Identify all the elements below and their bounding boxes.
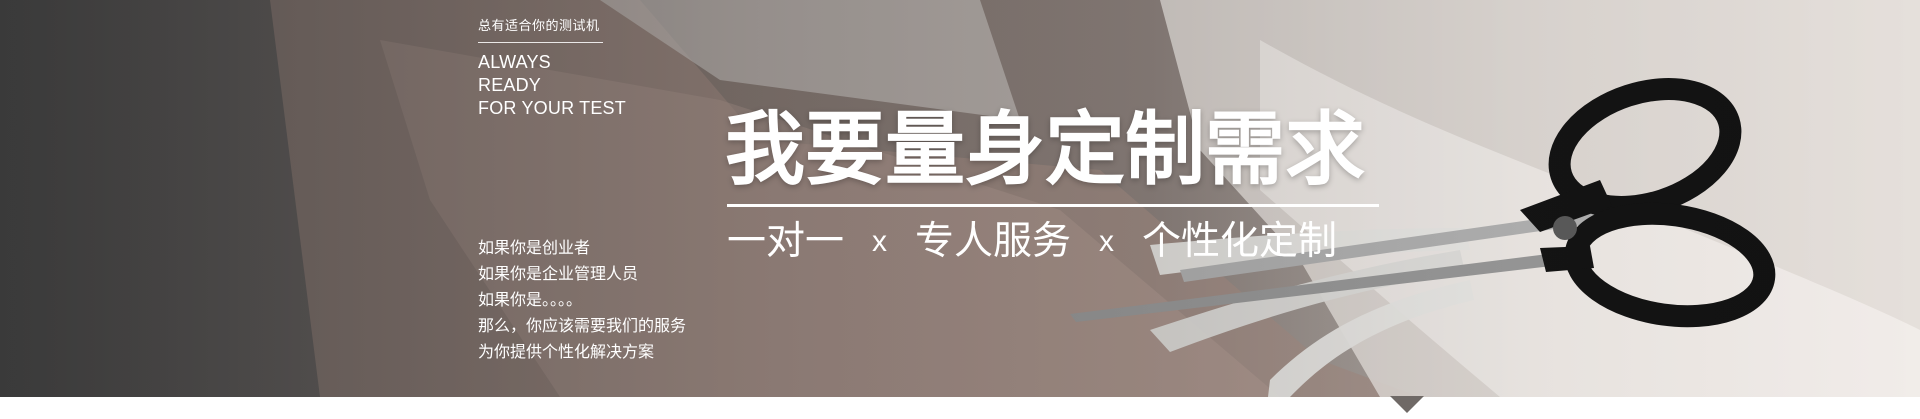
intro-line: 如果你是。。。。: [478, 290, 583, 309]
subline-separator: x: [872, 225, 888, 258]
intro-line: 那么，你应该需要我们的服务: [478, 316, 687, 335]
subline-item: 专人服务: [915, 219, 1072, 264]
english-line: ALWAYS: [478, 52, 551, 72]
headline: 我要量身定制需求: [725, 103, 1365, 196]
subline-item: 个性化定制: [1142, 219, 1338, 264]
intro-line: 为你提供个性化解决方案: [478, 342, 655, 361]
subline-separator: x: [1099, 225, 1115, 258]
subline-item: 一对一: [727, 219, 845, 264]
intro-text: 如果你是创业者 如果你是企业管理人员 如果你是。。。。 那么，你应该需要我们的服…: [478, 235, 686, 365]
intro-line: 如果你是创业者: [478, 238, 591, 257]
english-line: READY: [478, 75, 542, 95]
intro-line: 如果你是企业管理人员: [478, 264, 639, 283]
pointer-arrow-icon: [1390, 396, 1424, 413]
service-subline: 一对一 x 专人服务 x 个性化定制: [727, 214, 1387, 270]
headline-divider: [727, 204, 1379, 207]
banner-dark-overlay: [0, 0, 1920, 397]
english-line: FOR YOUR TEST: [478, 98, 626, 118]
hero-banner: 总有适合你的测试机 ALWAYS READY FOR YOUR TEST 我要量…: [0, 0, 1920, 397]
english-slogan: ALWAYS READY FOR YOUR TEST: [478, 51, 626, 120]
tagline-divider: [478, 42, 603, 43]
tagline: 总有适合你的测试机: [478, 19, 600, 34]
